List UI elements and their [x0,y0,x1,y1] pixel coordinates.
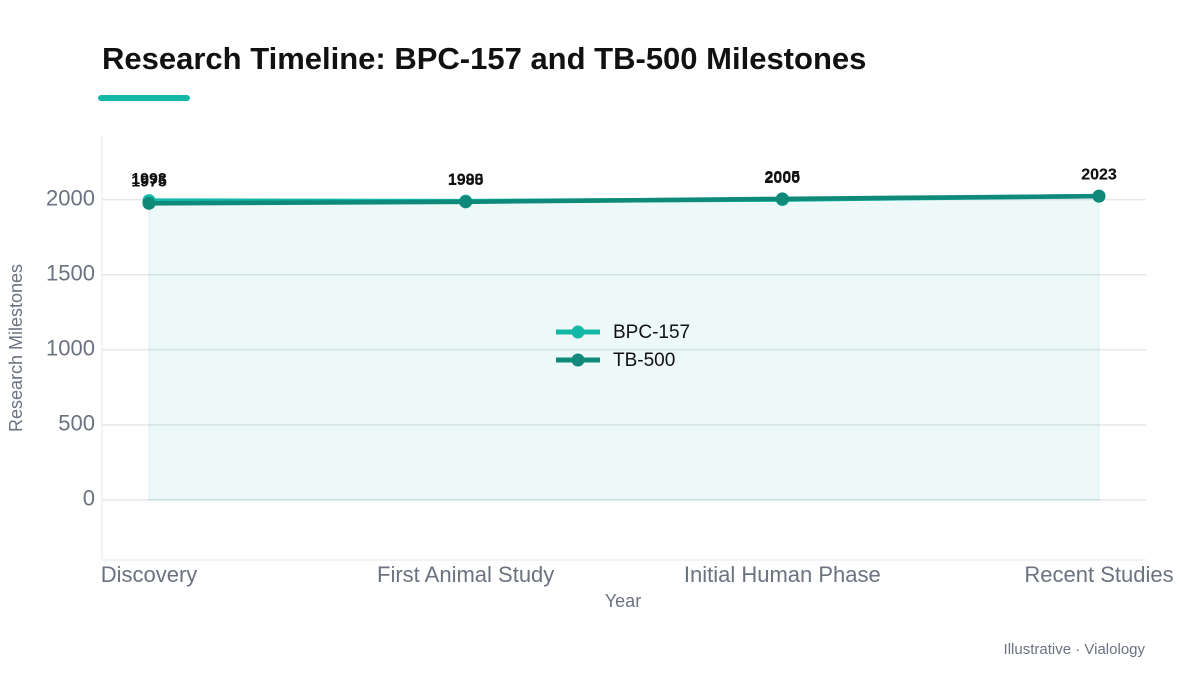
x-tick-label: Recent Studies [1024,562,1173,587]
x-tick-label: First Animal Study [377,562,554,587]
title-accent [98,95,190,101]
source-note: Illustrative · Vialology [1004,641,1146,658]
data-label: 1990 [448,171,484,188]
x-tick-label: Initial Human Phase [684,562,881,587]
data-label: 2023 [1081,166,1117,183]
y-tick-label: 2000 [46,185,95,210]
data-label: 1993 [131,171,167,188]
x-axis-label: Year [605,591,641,611]
y-tick-label: 0 [83,486,95,511]
data-label: 2023 [1081,166,1117,183]
point [1092,189,1106,203]
point [459,195,473,209]
data-label: 2005 [765,169,801,186]
data-label: 2000 [765,170,801,187]
x-tick-label: Discovery [101,562,198,587]
data-label: 1985 [448,172,484,189]
area [148,195,1100,501]
chart-title: Research Timeline: BPC-157 and TB-500 Mi… [102,41,866,76]
point [775,192,789,206]
legend-marker [571,353,585,367]
line [148,193,1100,206]
y-axis-label: Research Milestones [6,264,26,432]
y-tick-label: 1000 [46,336,95,361]
legend-marker [571,325,585,339]
legend-label: TB-500 [613,350,675,371]
legend-label: BPC-157 [613,322,690,343]
data-label: 1975 [131,174,167,191]
y-tick-label: 500 [58,411,95,436]
y-tick-label: 1500 [46,260,95,285]
point [142,196,156,210]
